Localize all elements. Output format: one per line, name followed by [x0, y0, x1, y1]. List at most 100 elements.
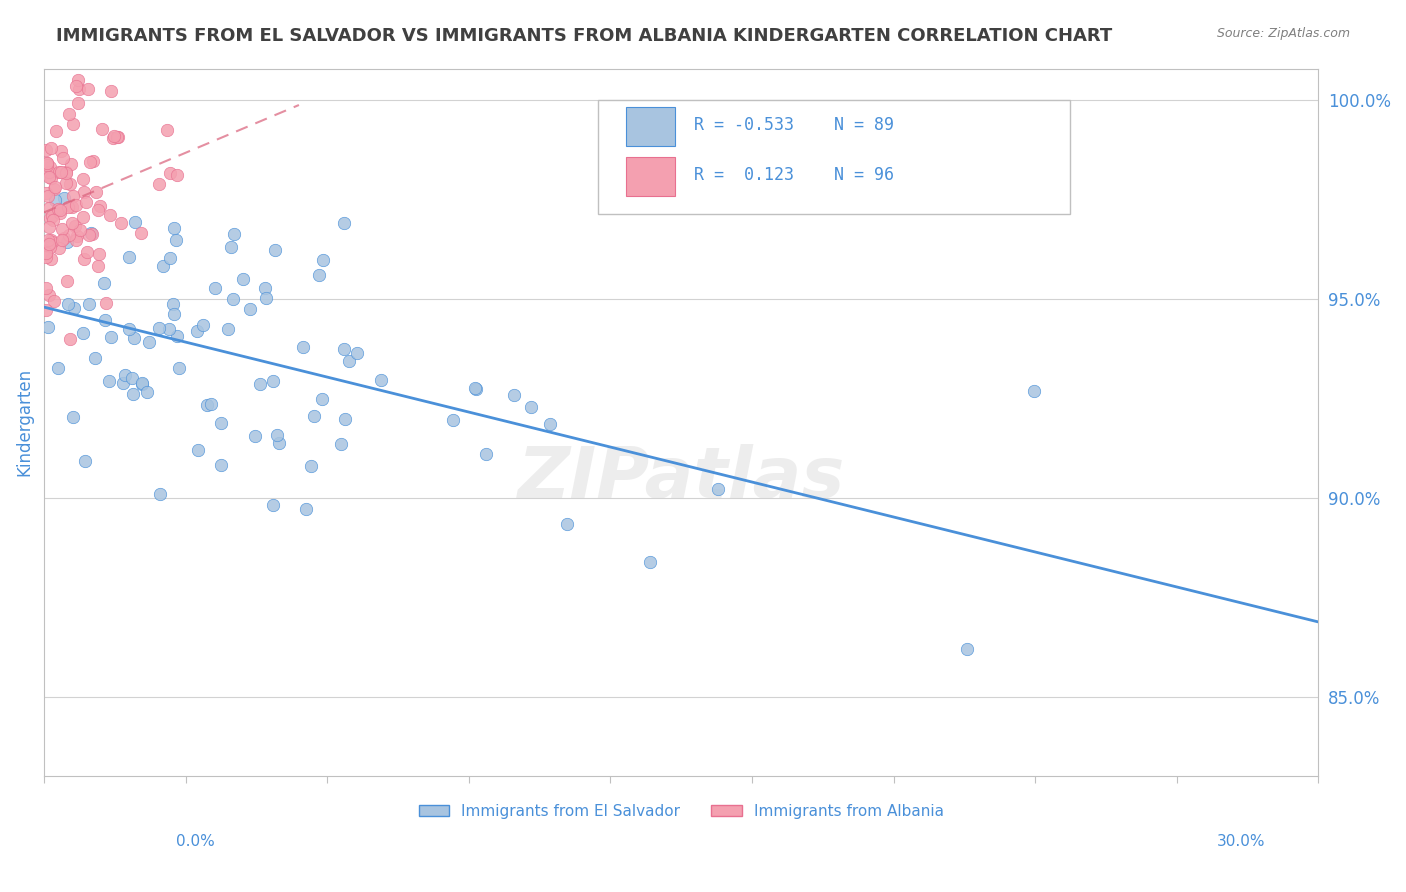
Point	[79, 154, 101, 169]
Point	[100, 84, 122, 98]
Point	[243, 428, 266, 442]
Point	[503, 388, 526, 402]
Point	[58, 227, 80, 242]
Point	[82, 153, 104, 168]
Point	[166, 169, 188, 183]
Point	[37, 158, 59, 172]
Point	[100, 330, 122, 344]
Point	[103, 129, 125, 144]
Point	[66, 96, 89, 111]
Point	[204, 281, 226, 295]
Point	[266, 427, 288, 442]
Point	[638, 555, 661, 569]
Point	[48, 165, 70, 179]
Point	[122, 331, 145, 345]
Point	[370, 373, 392, 387]
Point	[157, 322, 180, 336]
Point	[253, 281, 276, 295]
Point	[956, 642, 979, 657]
Point	[93, 276, 115, 290]
Point	[311, 252, 333, 267]
Point	[49, 203, 72, 218]
Point	[441, 413, 464, 427]
Point	[159, 166, 181, 180]
Point	[73, 252, 96, 266]
Point	[39, 233, 62, 247]
Point	[77, 297, 100, 311]
Point	[167, 361, 190, 376]
Point	[38, 170, 60, 185]
Point	[98, 374, 121, 388]
Point	[124, 215, 146, 229]
Point	[37, 238, 59, 252]
Text: 0.0%: 0.0%	[176, 834, 215, 849]
Point	[66, 228, 89, 243]
Point	[35, 143, 58, 157]
Text: Source: ZipAtlas.com: Source: ZipAtlas.com	[1216, 27, 1350, 40]
Point	[58, 106, 80, 120]
Point	[72, 326, 94, 340]
Point	[254, 291, 277, 305]
Point	[46, 202, 69, 217]
Point	[311, 392, 333, 407]
Point	[52, 231, 75, 245]
Point	[39, 171, 62, 186]
Point	[53, 191, 76, 205]
Point	[91, 121, 114, 136]
Point	[35, 250, 58, 264]
Point	[66, 73, 89, 87]
Legend: Immigrants from El Salvador, Immigrants from Albania: Immigrants from El Salvador, Immigrants …	[412, 798, 950, 825]
Point	[55, 166, 77, 180]
FancyBboxPatch shape	[627, 107, 675, 146]
Point	[262, 375, 284, 389]
Point	[42, 293, 65, 308]
Point	[89, 199, 111, 213]
Point	[60, 200, 83, 214]
Point	[332, 216, 354, 230]
Point	[55, 274, 77, 288]
Point	[107, 130, 129, 145]
Point	[39, 160, 62, 174]
Point	[122, 386, 145, 401]
Point	[42, 182, 65, 196]
Point	[49, 165, 72, 179]
FancyBboxPatch shape	[599, 101, 1070, 213]
Point	[162, 297, 184, 311]
Point	[73, 454, 96, 468]
Point	[239, 301, 262, 316]
Point	[475, 447, 498, 461]
Point	[129, 227, 152, 241]
Point	[60, 216, 83, 230]
Y-axis label: Kindergarten: Kindergarten	[15, 368, 32, 476]
Point	[87, 202, 110, 217]
Point	[63, 219, 86, 233]
Point	[121, 371, 143, 385]
Point	[114, 368, 136, 383]
Point	[555, 516, 578, 531]
Point	[38, 236, 60, 251]
Point	[166, 328, 188, 343]
Point	[83, 351, 105, 365]
Point	[65, 198, 87, 212]
Point	[69, 223, 91, 237]
Point	[59, 157, 82, 171]
Point	[63, 301, 86, 315]
Point	[195, 398, 218, 412]
Point	[87, 247, 110, 261]
Point	[72, 185, 94, 199]
Point	[200, 397, 222, 411]
Point	[62, 409, 84, 424]
Point	[72, 172, 94, 186]
Point	[76, 195, 98, 210]
Point	[84, 185, 107, 199]
Point	[58, 200, 80, 214]
Point	[48, 361, 70, 376]
Point	[232, 272, 254, 286]
Point	[55, 235, 77, 249]
Point	[41, 213, 63, 227]
Point	[77, 227, 100, 242]
Point	[37, 320, 59, 334]
Point	[65, 78, 87, 93]
Point	[156, 123, 179, 137]
Point	[263, 244, 285, 258]
